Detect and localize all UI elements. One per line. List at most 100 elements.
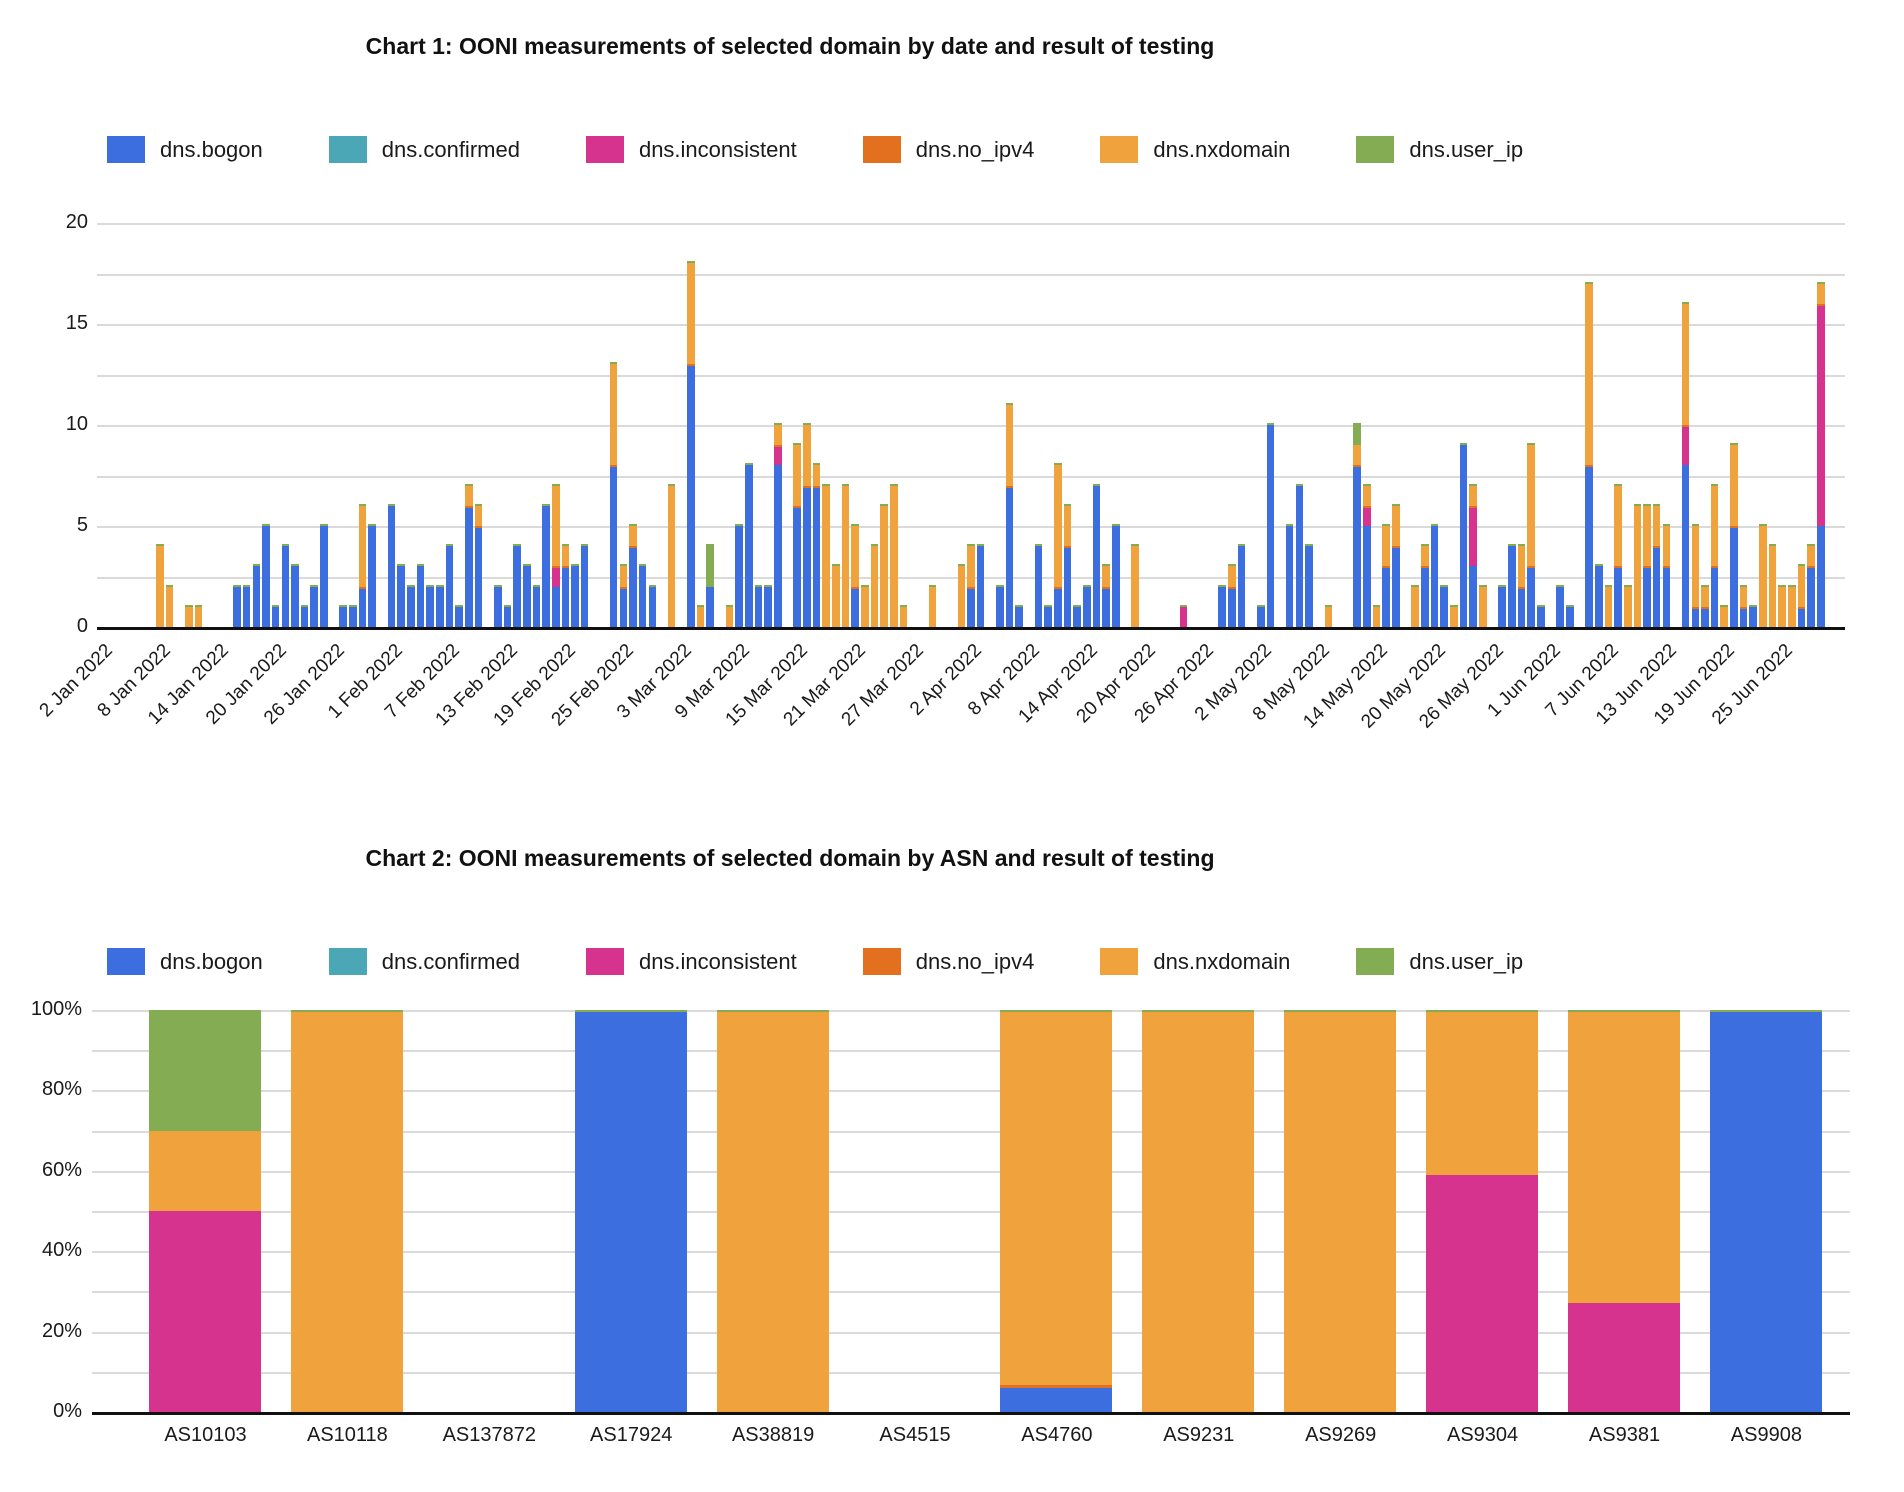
bar-1 Apr 2022[interactable] xyxy=(957,564,966,627)
bar-14 Feb 2022[interactable] xyxy=(513,544,521,627)
bar-30 Jan 2022[interactable] xyxy=(368,524,377,627)
bar-21 Feb 2022[interactable] xyxy=(580,544,589,627)
bar-15 Mar 2022[interactable] xyxy=(793,443,801,627)
bar-25 May 2022[interactable] xyxy=(1479,584,1487,627)
bar-9 Mar 2022[interactable] xyxy=(735,524,743,627)
column-AS17924[interactable] xyxy=(574,1010,687,1412)
bar-16 Apr 2022[interactable] xyxy=(1102,564,1110,627)
bar-24 May 2022[interactable] xyxy=(1469,483,1477,627)
bar-27 Jun 2022[interactable] xyxy=(1797,564,1806,627)
bar-17 Feb 2022[interactable] xyxy=(542,503,550,627)
bar-25 Jan 2022[interactable] xyxy=(320,524,328,627)
bar-10 Feb 2022[interactable] xyxy=(474,503,483,627)
bar-20 May 2022[interactable] xyxy=(1430,524,1439,627)
bar-23 Jan 2022[interactable] xyxy=(300,604,309,627)
bar-18 Feb 2022[interactable] xyxy=(551,483,560,627)
bar-20 Feb 2022[interactable] xyxy=(571,564,579,627)
bar-20 Jun 2022[interactable] xyxy=(1730,443,1738,627)
bar-13 Jun 2022[interactable] xyxy=(1662,524,1671,627)
bar-14 Apr 2022[interactable] xyxy=(1083,584,1091,627)
bar-2 Apr 2022[interactable] xyxy=(967,544,975,627)
bar-27 Jan 2022[interactable] xyxy=(339,604,348,627)
bar-2 Mar 2022[interactable] xyxy=(667,483,676,627)
bar-29 Jun 2022[interactable] xyxy=(1817,281,1825,627)
bar-24 Apr 2022[interactable] xyxy=(1179,604,1188,627)
bar-18 May 2022[interactable] xyxy=(1411,584,1420,627)
bar-8 Feb 2022[interactable] xyxy=(455,604,463,627)
bar-28 Jun 2022[interactable] xyxy=(1807,544,1815,627)
bar-3 Apr 2022[interactable] xyxy=(976,544,985,627)
bar-28 Apr 2022[interactable] xyxy=(1218,584,1226,627)
bar-30 May 2022[interactable] xyxy=(1527,443,1535,627)
column-AS9269[interactable] xyxy=(1284,1010,1397,1412)
bar-21 Jan 2022[interactable] xyxy=(281,544,290,627)
bar-12 Mar 2022[interactable] xyxy=(764,584,772,627)
bar-13 Feb 2022[interactable] xyxy=(503,604,512,627)
column-AS9304[interactable] xyxy=(1426,1010,1539,1412)
column-AS38819[interactable] xyxy=(716,1010,829,1412)
bar-4 Feb 2022[interactable] xyxy=(416,564,425,627)
bar-29 Jan 2022[interactable] xyxy=(358,503,367,627)
bar-27 Feb 2022[interactable] xyxy=(638,564,647,627)
bar-17 Jan 2022[interactable] xyxy=(242,584,251,627)
bar-28 Feb 2022[interactable] xyxy=(648,584,657,627)
bar-12 Feb 2022[interactable] xyxy=(493,584,502,627)
bar-6 May 2022[interactable] xyxy=(1295,483,1304,627)
bar-25 Feb 2022[interactable] xyxy=(619,564,628,627)
bar-3 May 2022[interactable] xyxy=(1266,423,1275,627)
bar-11 Mar 2022[interactable] xyxy=(754,584,763,627)
column-AS4760[interactable] xyxy=(1000,1010,1113,1412)
bar-23 Mar 2022[interactable] xyxy=(870,544,879,627)
bar-24 Jan 2022[interactable] xyxy=(310,584,319,627)
bar-2 Feb 2022[interactable] xyxy=(397,564,405,627)
bar-29 May 2022[interactable] xyxy=(1517,544,1526,627)
bar-16 Mar 2022[interactable] xyxy=(803,423,811,627)
bar-26 Jun 2022[interactable] xyxy=(1788,584,1796,627)
bar-22 Mar 2022[interactable] xyxy=(860,584,869,627)
bar-9 Feb 2022[interactable] xyxy=(465,483,473,627)
bar-11 Jun 2022[interactable] xyxy=(1643,503,1651,627)
bar-19 Apr 2022[interactable] xyxy=(1131,544,1139,627)
bar-8 Jan 2022[interactable] xyxy=(155,544,164,627)
bar-3 Feb 2022[interactable] xyxy=(407,584,415,627)
bar-8 Mar 2022[interactable] xyxy=(725,604,734,627)
bar-4 Mar 2022[interactable] xyxy=(687,261,695,627)
bar-13 May 2022[interactable] xyxy=(1363,483,1371,627)
bar-19 Mar 2022[interactable] xyxy=(831,564,840,627)
bar-11 Apr 2022[interactable] xyxy=(1054,463,1062,627)
bar-18 Jun 2022[interactable] xyxy=(1710,483,1719,627)
bar-9 Apr 2022[interactable] xyxy=(1034,544,1043,627)
bar-10 Mar 2022[interactable] xyxy=(745,463,753,627)
bar-30 Apr 2022[interactable] xyxy=(1237,544,1246,627)
bar-12 Jun 2022[interactable] xyxy=(1652,503,1661,627)
column-AS9908[interactable] xyxy=(1709,1010,1822,1412)
bar-29 Apr 2022[interactable] xyxy=(1227,564,1236,627)
bar-25 Mar 2022[interactable] xyxy=(889,483,898,627)
bar-16 Feb 2022[interactable] xyxy=(532,584,541,627)
bar-15 May 2022[interactable] xyxy=(1382,524,1391,627)
bar-18 Jan 2022[interactable] xyxy=(252,564,261,627)
bar-12 Apr 2022[interactable] xyxy=(1063,503,1072,627)
bar-22 May 2022[interactable] xyxy=(1450,604,1458,627)
bar-13 Apr 2022[interactable] xyxy=(1073,604,1082,627)
bar-5 May 2022[interactable] xyxy=(1285,524,1294,627)
bar-12 Jan 2022[interactable] xyxy=(194,604,203,627)
bar-5 Mar 2022[interactable] xyxy=(696,604,705,627)
bar-9 May 2022[interactable] xyxy=(1324,604,1333,627)
bar-18 Mar 2022[interactable] xyxy=(822,483,830,627)
bar-19 Jan 2022[interactable] xyxy=(262,524,270,627)
bar-24 Mar 2022[interactable] xyxy=(880,503,888,627)
bar-26 Feb 2022[interactable] xyxy=(629,524,637,627)
bar-21 May 2022[interactable] xyxy=(1440,584,1448,627)
column-AS10118[interactable] xyxy=(290,1010,403,1412)
bar-9 Jan 2022[interactable] xyxy=(165,584,174,627)
bar-17 Jun 2022[interactable] xyxy=(1701,584,1709,627)
bar-7 Feb 2022[interactable] xyxy=(445,544,454,627)
bar-24 Feb 2022[interactable] xyxy=(609,362,618,627)
bar-28 Jan 2022[interactable] xyxy=(349,604,357,627)
bar-13 Mar 2022[interactable] xyxy=(774,423,782,627)
bar-28 May 2022[interactable] xyxy=(1508,544,1516,627)
bar-5 Apr 2022[interactable] xyxy=(996,584,1004,627)
bar-19 May 2022[interactable] xyxy=(1421,544,1429,627)
bar-2 Jun 2022[interactable] xyxy=(1556,584,1564,627)
